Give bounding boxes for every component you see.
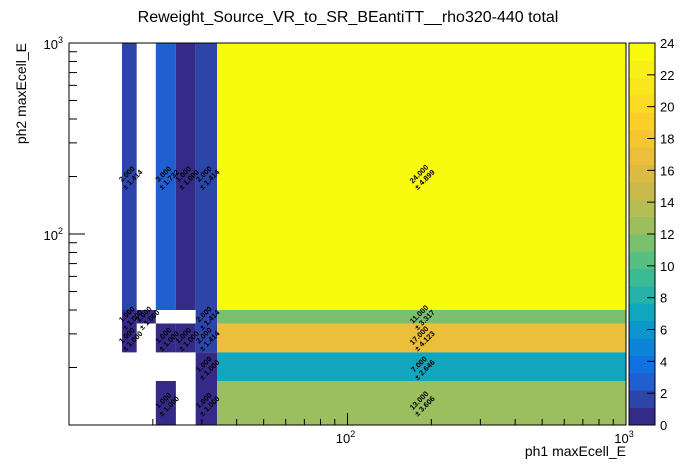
palette-tick-label-5: 10 (660, 259, 674, 274)
palette-tick-label-10: 20 (660, 100, 674, 115)
palette-swatch-5 (629, 320, 655, 339)
heatmap-cell-9 (122, 323, 137, 353)
palette-swatch-14 (629, 164, 655, 183)
palette-tick-label-2: 4 (660, 354, 667, 369)
y-tick-label-0: 102 (44, 226, 63, 243)
heatmap-cell-10 (155, 323, 176, 353)
palette-swatch-1 (629, 390, 655, 408)
palette-swatch-3 (629, 355, 655, 374)
palette-tick-label-4: 8 (660, 291, 667, 306)
palette-swatch-18 (629, 95, 655, 113)
palette-swatch-13 (629, 181, 655, 200)
heatmap-cell-15 (217, 352, 626, 381)
x-tick-label-1: 103 (614, 429, 633, 446)
palette-swatch-17 (629, 112, 655, 131)
palette-swatch-15 (629, 147, 655, 165)
palette-swatch-4 (629, 338, 655, 356)
palette-swatch-8 (629, 268, 655, 287)
heatmap-cell-3 (195, 43, 218, 311)
heatmap-cell-16 (155, 380, 176, 425)
y-axis-label: ph2 maxEcell_E (13, 43, 29, 144)
palette-tick-label-8: 16 (660, 163, 674, 178)
heatmap-cell-14 (195, 352, 218, 381)
palette-tick-label-3: 6 (660, 323, 667, 338)
palette-tick-label-1: 2 (660, 386, 667, 401)
heatmap-cell-18 (217, 380, 626, 425)
palette-swatch-0 (629, 407, 655, 426)
palette-swatch-11 (629, 216, 655, 235)
heatmap-cells (122, 43, 626, 425)
palette-swatch-12 (629, 199, 655, 217)
heatmap-cell-0 (122, 43, 137, 311)
x-axis-label: ph1 maxEcell_E (525, 443, 626, 459)
palette-tick-label-12: 24 (660, 36, 674, 51)
heatmap-cell-7 (195, 310, 218, 324)
x-tick-label-0: 102 (336, 429, 355, 446)
palette-swatch-20 (629, 60, 655, 79)
heatmap-cell-13 (217, 323, 626, 353)
palette-swatch-16 (629, 129, 655, 148)
palette-swatch-2 (629, 372, 655, 391)
heatmap-cell-12 (195, 323, 218, 353)
heatmap-cell-4 (217, 43, 626, 311)
palette-tick-label-11: 22 (660, 68, 674, 83)
palette-swatch-7 (629, 286, 655, 304)
heatmap-cell-2 (175, 43, 196, 311)
palette-tick-label-0: 0 (660, 418, 667, 433)
palette-swatch-9 (629, 251, 655, 270)
palette-swatch-19 (629, 77, 655, 96)
heatmap-cell-5 (122, 310, 137, 324)
cell-label-0: 2.000± 1.414 (115, 161, 145, 191)
heatmap-cell-1 (155, 43, 176, 311)
heatmap-cell-8 (217, 310, 626, 324)
y-tick-label-1: 103 (44, 35, 63, 52)
palette-tick-label-7: 14 (660, 195, 674, 210)
palette-swatch-6 (629, 303, 655, 322)
palette-swatch-10 (629, 234, 655, 252)
heatmap-cell-17 (195, 380, 218, 425)
axes: 102 103 102 103 (44, 35, 634, 446)
heatmap-cell-6 (136, 310, 156, 324)
palette-swatch-21 (629, 43, 655, 61)
heatmap-cell-11 (175, 323, 196, 353)
palette-tick-label-9: 18 (660, 132, 674, 147)
palette-tick-label-6: 12 (660, 227, 674, 242)
chart-title: Reweight_Source_VR_to_SR_BEantiTT__rho32… (138, 9, 559, 26)
